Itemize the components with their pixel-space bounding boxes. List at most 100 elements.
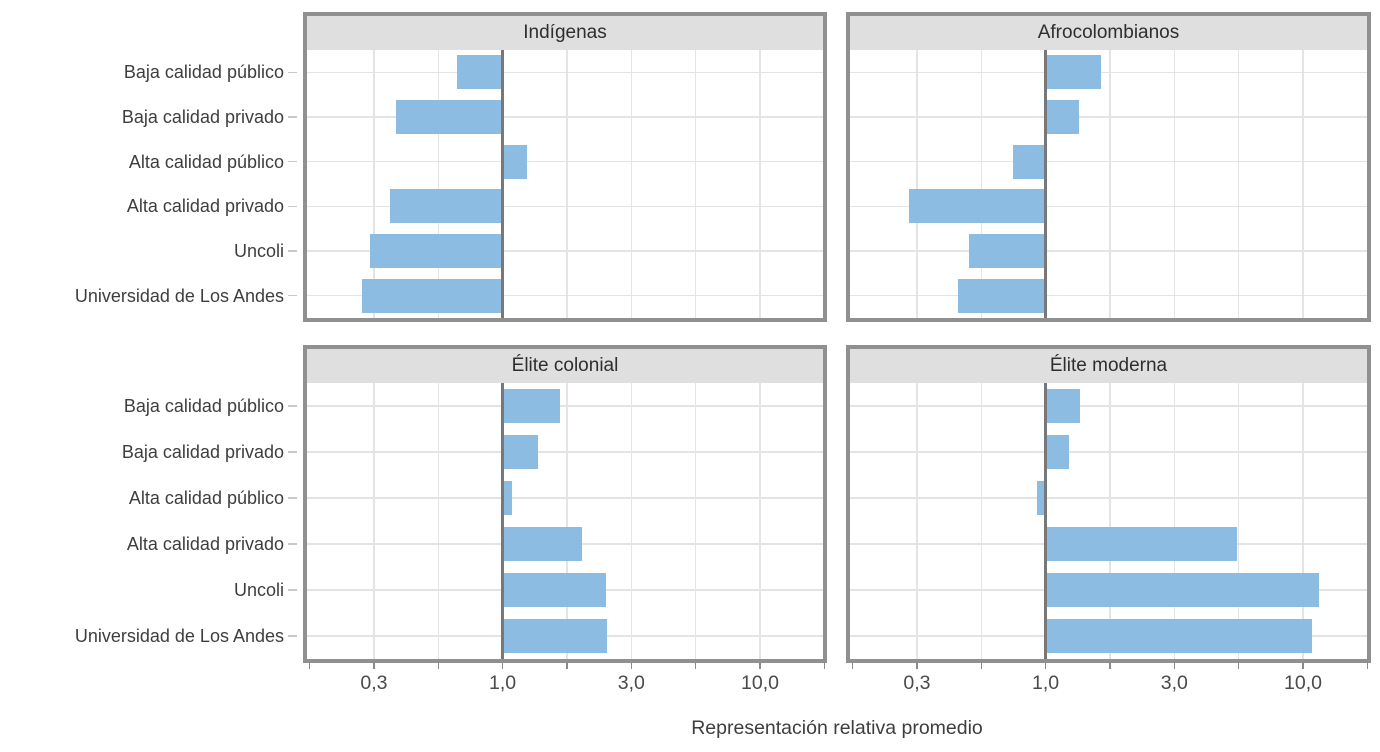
bar [456,55,503,90]
reference-line [1043,50,1048,318]
major-gridline [373,50,375,318]
row-gridline [307,205,823,208]
bar [957,278,1046,313]
major-gridline [373,383,375,659]
row-gridline [850,451,1367,453]
major-gridline [759,50,761,318]
bar [908,189,1046,224]
facet-panel-3: Élite colonial [303,345,827,663]
y-tick-mark [288,543,297,545]
row-gridline [850,205,1367,208]
y-tick-mark [288,405,297,407]
minor-gridline [566,50,568,318]
plot-area [307,383,823,659]
major-gridline [1302,50,1304,318]
bar [502,527,583,561]
row-gridline [307,71,823,74]
facet-strip: Élite moderna [850,349,1367,383]
row-gridline [850,405,1367,407]
reference-line [1043,383,1048,659]
x-tick-mark [630,662,633,669]
facet-panel-2: Afrocolombianos [846,12,1371,322]
x-tick-label: 3,0 [617,672,645,694]
x-tick-mark [916,662,918,669]
category-label: Alta calidad público [128,488,284,508]
minor-gridline [1237,383,1240,659]
x-tick-mark [823,662,826,669]
row-gridline [307,405,823,407]
bar [390,189,503,224]
bar [1045,573,1320,607]
bar [1036,481,1046,515]
x-tick-mark [851,662,854,669]
y-tick-mark [288,205,297,208]
reference-line [500,50,505,318]
bar [1045,389,1080,423]
facet-title: Indígenas [523,22,607,43]
bar [502,144,527,179]
major-gridline [1173,50,1176,318]
major-gridline [630,50,633,318]
x-tick-mark [1109,662,1111,669]
category-label: Baja calidad público [123,396,284,416]
y-tick-mark [288,294,297,297]
minor-gridline [437,50,440,318]
minor-gridline [980,383,983,659]
row-gridline [307,116,823,118]
row-gridline [307,451,823,453]
bar [502,619,608,653]
minor-gridline [566,383,568,659]
row-gridline [850,116,1367,118]
x-axis-title: Representación relativa promedio [691,717,983,739]
x-tick-mark [308,662,311,669]
x-tick-mark [566,662,568,669]
facet-panel-1: Indígenas [303,12,827,322]
major-gridline [1302,383,1304,659]
minor-gridline [437,383,440,659]
bar [502,389,560,423]
reference-line [500,383,505,659]
y-tick-mark [288,589,297,591]
row-gridline [850,250,1367,252]
plot-area [307,50,823,318]
x-tick-label: 1,0 [1032,672,1060,694]
category-label: Alta calidad privado [126,196,284,217]
bar [1045,619,1313,653]
bar [502,435,538,469]
facet-title: Élite moderna [1049,355,1168,376]
category-label: Alta calidad privado [126,534,284,554]
minor-gridline [694,50,697,318]
category-label: Uncoli [233,241,284,261]
facet-panel-4: Élite moderna [846,345,1371,663]
minor-gridline [980,50,983,318]
row-gridline [307,294,823,297]
y-tick-mark [288,71,297,74]
bar [396,100,503,134]
bar [361,278,503,313]
row-gridline [850,71,1367,74]
category-label: Universidad de Los Andes [74,285,284,306]
minor-gridline [1237,50,1240,318]
bar [369,234,503,268]
bar [969,234,1046,268]
facet-title: Afrocolombianos [1037,22,1180,43]
bar [1013,144,1046,179]
x-tick-mark [373,662,375,669]
category-label: Uncoli [233,580,284,600]
bar [502,573,606,607]
x-tick-mark [1302,662,1304,669]
row-gridline [850,497,1367,499]
bar [1045,55,1102,90]
y-tick-mark [288,116,297,118]
bar [1045,100,1080,134]
row-gridline [307,160,823,163]
x-tick-mark [1237,662,1240,669]
x-tick-label: 0,3 [360,672,388,694]
x-tick-label: 1,0 [489,672,517,694]
x-tick-mark [694,662,697,669]
facet-strip: Élite colonial [307,349,823,383]
x-tick-mark [1044,662,1047,669]
x-tick-mark [437,662,440,669]
plot-area [850,50,1367,318]
